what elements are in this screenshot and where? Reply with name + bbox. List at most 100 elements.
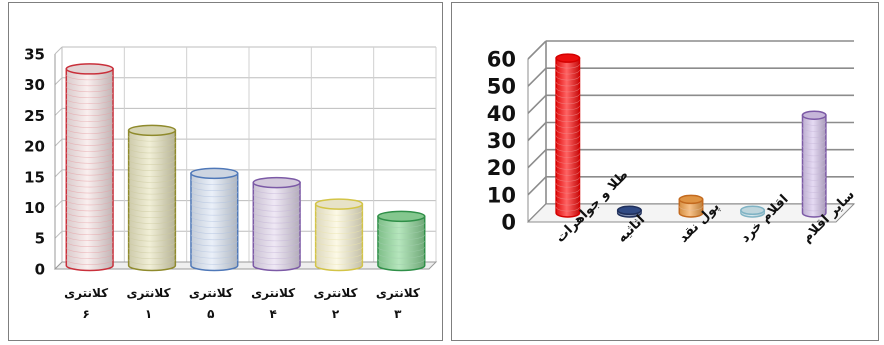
bar-texture: [377, 259, 426, 265]
gridline-depth: [54, 200, 63, 208]
y-tick-label: 0: [35, 260, 45, 278]
bar-texture: [555, 123, 580, 128]
category-label: کلانتری: [251, 286, 295, 300]
y-tick-label: 20: [24, 138, 45, 156]
bar-texture: [65, 80, 114, 87]
bar-3: [740, 205, 766, 218]
bar-texture: [252, 194, 301, 200]
bar-texture: [65, 116, 114, 122]
bar-texture: [128, 189, 176, 195]
bar-texture: [252, 259, 301, 265]
bar-1: [616, 205, 642, 218]
bar-texture: [252, 218, 301, 224]
bar-texture: [128, 171, 176, 177]
bar-texture: [65, 199, 114, 206]
bar-texture: [128, 159, 176, 166]
bar-texture: [65, 110, 114, 116]
bar-texture: [555, 159, 580, 164]
bar-texture: [65, 152, 114, 158]
bar-texture: [252, 235, 301, 242]
bar-texture: [802, 176, 827, 181]
bar-texture: [65, 229, 114, 236]
y-tick-label: 30: [487, 129, 516, 153]
y-tick-label: 20: [487, 156, 516, 180]
bar-texture: [555, 99, 580, 105]
category-label: کلانتری: [64, 286, 108, 300]
bar-texture: [65, 241, 114, 247]
bar-3: [252, 176, 301, 272]
bar-texture: [555, 141, 580, 146]
bar-texture: [65, 253, 114, 259]
bar-body: [190, 172, 239, 272]
bar-texture: [617, 211, 642, 216]
bar-texture: [65, 176, 114, 182]
bar-texture: [555, 117, 580, 122]
bar-texture: [555, 147, 580, 152]
y-tick-label: 60: [487, 48, 516, 72]
bar-top: [252, 176, 301, 189]
bar-texture: [65, 182, 114, 188]
gridline-depth: [54, 46, 63, 55]
y-tick-label: 50: [487, 75, 516, 99]
bar-texture: [315, 253, 363, 259]
bar-texture: [315, 222, 363, 228]
bar-1: [127, 124, 177, 272]
bar-texture: [128, 236, 176, 242]
bar-top: [314, 198, 364, 210]
bar-texture: [377, 253, 426, 259]
y-tick-label: 10: [24, 199, 45, 217]
gridline-depth: [527, 176, 547, 196]
bar-texture: [252, 206, 301, 212]
bar-texture: [802, 157, 827, 163]
gridline-depth: [54, 138, 63, 147]
bar-texture: [65, 92, 114, 99]
category-label: کلانتری: [189, 286, 233, 300]
bar-texture: [65, 98, 114, 104]
bar-texture: [315, 246, 363, 253]
gridline-depth: [54, 77, 63, 86]
bar-texture: [190, 203, 239, 210]
bar-top: [616, 205, 642, 216]
bar-body: [377, 215, 426, 272]
y-tick-label: 35: [24, 45, 45, 63]
bar-texture: [377, 240, 426, 247]
bar-texture: [65, 122, 114, 128]
category-label: ۱: [145, 307, 152, 321]
bar-top: [377, 210, 426, 223]
bar-texture: [555, 171, 580, 176]
bar-texture: [190, 216, 239, 222]
bar-texture: [128, 183, 176, 189]
bar-texture: [65, 187, 114, 194]
bar-body: [127, 129, 177, 272]
bar-texture: [65, 205, 114, 212]
bar-texture: [190, 240, 239, 247]
gridline-depth: [54, 108, 63, 116]
bar-texture: [555, 87, 580, 93]
bar-top: [127, 124, 177, 137]
bar-texture: [555, 75, 580, 81]
y-tick-label: 0: [501, 211, 516, 235]
bar-texture: [802, 127, 827, 132]
bar-texture: [802, 151, 827, 157]
bar-texture: [65, 211, 114, 218]
category-label: ۲: [332, 307, 340, 321]
category-label: ۳: [394, 307, 402, 321]
bar-texture: [65, 223, 114, 230]
bar-texture: [65, 134, 114, 140]
bar-texture: [252, 247, 301, 254]
gridline-depth: [527, 121, 547, 142]
bar-texture: [65, 193, 114, 200]
bar-texture: [555, 69, 580, 75]
bar-texture: [190, 259, 239, 265]
y-tick-label: 25: [24, 107, 45, 125]
bar-texture: [555, 105, 580, 111]
y-tick-label: 40: [487, 102, 516, 126]
bar-texture: [190, 222, 239, 228]
bar-top: [65, 63, 114, 75]
bar-texture: [555, 129, 580, 134]
bar-texture: [555, 206, 580, 212]
bar-texture: [678, 206, 704, 211]
category-label: ۴: [270, 307, 277, 321]
bar-top: [678, 194, 704, 205]
gridline-depth: [527, 67, 547, 87]
